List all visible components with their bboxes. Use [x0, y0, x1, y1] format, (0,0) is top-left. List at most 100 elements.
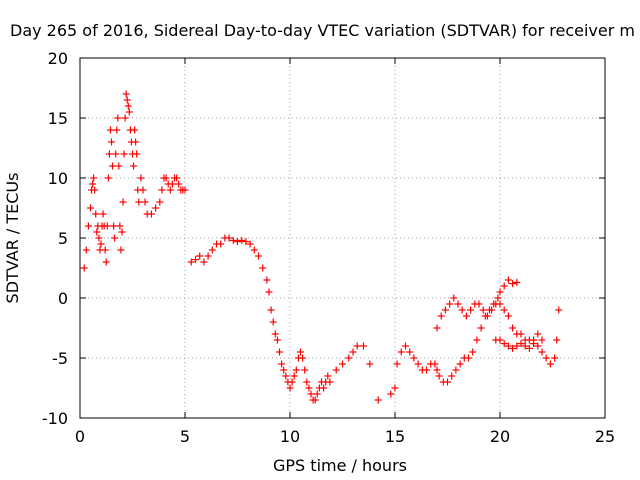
- data-point: [444, 378, 451, 386]
- x-tick-labels: 0 5 10 15 20 25: [75, 427, 615, 446]
- data-point: [259, 264, 267, 272]
- data-point: [509, 280, 517, 288]
- data-point: [313, 390, 321, 398]
- data-point: [483, 312, 491, 320]
- data-point: [265, 288, 273, 296]
- y-tick-label: 20: [48, 49, 68, 68]
- data-point: [208, 246, 216, 254]
- data-point: [276, 348, 283, 356]
- data-point: [431, 360, 439, 368]
- x-tick-label: 10: [280, 427, 300, 446]
- data-point: [307, 390, 315, 398]
- data-point: [458, 306, 466, 314]
- data-point: [433, 324, 441, 332]
- data-point: [92, 210, 100, 218]
- data-point: [91, 186, 99, 194]
- data-point: [538, 348, 546, 356]
- data-point: [271, 330, 279, 338]
- data-point: [282, 372, 290, 380]
- data-point: [366, 360, 374, 368]
- data-point: [108, 138, 115, 146]
- data-point: [509, 344, 517, 352]
- data-point: [162, 174, 170, 182]
- data-point: [200, 258, 208, 266]
- y-axis-label: SDTVAR / TECUs: [3, 173, 22, 304]
- data-point: [173, 174, 181, 182]
- data-point: [187, 258, 195, 266]
- data-point: [435, 372, 443, 380]
- data-point: [297, 348, 304, 356]
- data-point: [517, 330, 525, 338]
- data-point: [158, 186, 166, 194]
- data-point: [175, 180, 183, 188]
- data-point: [475, 300, 483, 308]
- x-tick-label: 5: [180, 427, 190, 446]
- y-tick-label: 15: [48, 109, 68, 128]
- data-point: [121, 114, 129, 122]
- data-point: [414, 360, 422, 368]
- data-point: [452, 366, 460, 374]
- data-point: [441, 306, 449, 314]
- data-point: [89, 180, 97, 188]
- data-point: [488, 306, 496, 314]
- data-point: [125, 108, 133, 116]
- data-point: [339, 360, 346, 368]
- data-point: [141, 198, 149, 206]
- data-point: [90, 174, 98, 182]
- x-tick-label: 25: [595, 427, 615, 446]
- data-point: [217, 240, 225, 248]
- data-point: [286, 384, 294, 392]
- data-point: [131, 126, 139, 134]
- data-point: [530, 336, 538, 344]
- data-point: [132, 138, 140, 146]
- data-point: [113, 126, 121, 134]
- data-point: [538, 336, 546, 344]
- data-point: [246, 240, 254, 248]
- data-point: [423, 366, 430, 374]
- data-point: [406, 348, 414, 356]
- y-tick-label: 0: [58, 289, 68, 308]
- data-point: [101, 246, 109, 254]
- data-point: [509, 324, 517, 332]
- data-point: [496, 300, 504, 308]
- data-point: [332, 366, 340, 374]
- data-point: [504, 312, 512, 320]
- data-point: [139, 186, 147, 194]
- x-tick-label: 0: [75, 427, 85, 446]
- data-point: [267, 306, 275, 314]
- data-point: [345, 354, 353, 362]
- data-point: [204, 252, 212, 260]
- data-point: [397, 348, 405, 356]
- data-point: [168, 180, 176, 188]
- data-point: [479, 306, 487, 314]
- data-point: [496, 336, 504, 344]
- data-point: [124, 102, 132, 110]
- data-point: [546, 360, 554, 368]
- data-point: [525, 344, 533, 352]
- data-point: [110, 222, 118, 230]
- data-point: [288, 378, 296, 386]
- data-point: [156, 198, 164, 206]
- data-point: [119, 198, 127, 206]
- x-tick-label: 20: [490, 427, 510, 446]
- data-point: [450, 294, 458, 302]
- data-point: [410, 354, 418, 362]
- data-point: [305, 384, 313, 392]
- data-point: [103, 222, 111, 230]
- data-point: [553, 336, 561, 344]
- data-point: [130, 162, 138, 170]
- x-axis-label: GPS time / hours: [273, 456, 407, 475]
- data-point: [299, 354, 307, 362]
- data-point: [513, 278, 521, 286]
- x-tick-label: 15: [385, 427, 405, 446]
- data-point: [391, 384, 399, 392]
- data-point: [117, 246, 125, 254]
- chart-title: Day 265 of 2016, Sidereal Day-to-day VTE…: [10, 21, 635, 40]
- data-point: [513, 342, 521, 350]
- data-point: [494, 294, 502, 302]
- data-point: [433, 366, 441, 374]
- data-point: [137, 174, 145, 182]
- data-point: [118, 228, 126, 236]
- data-point: [437, 312, 445, 320]
